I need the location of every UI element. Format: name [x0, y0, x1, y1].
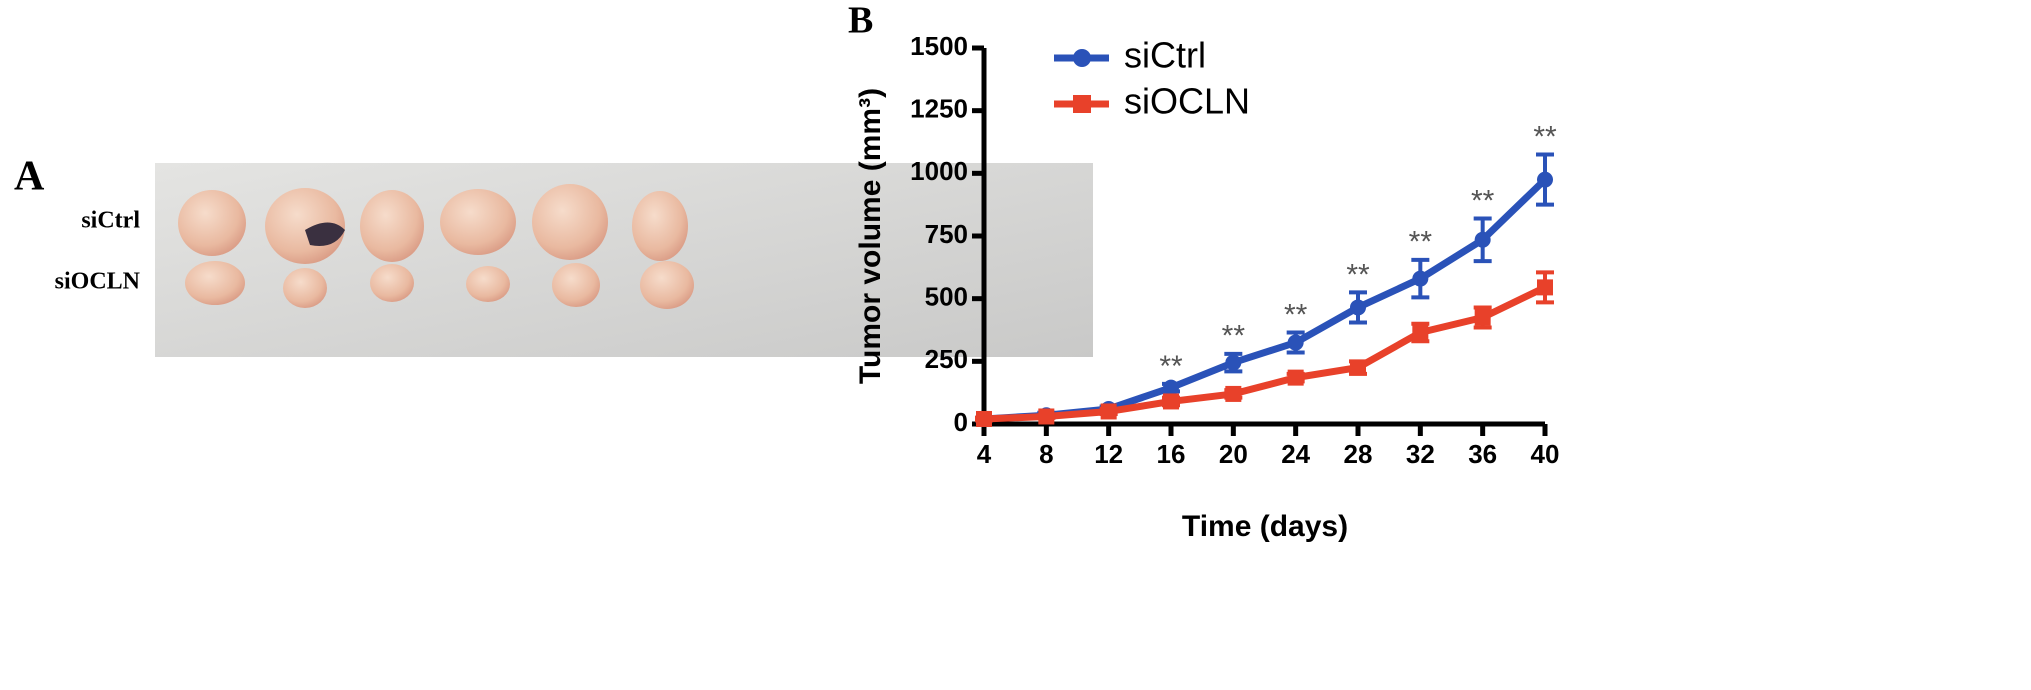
panel-label: A [14, 154, 45, 200]
marker [1100, 403, 1117, 420]
marker [1038, 408, 1055, 425]
y-tick-label: 250 [925, 344, 968, 374]
row-label: siOCLN [55, 269, 141, 295]
marker [1412, 270, 1429, 287]
annotation: ** [1409, 226, 1433, 259]
y-tick-label: 1000 [910, 156, 968, 186]
marker [1350, 359, 1366, 376]
y-axis-title: Tumor volume (mm³) [854, 88, 887, 384]
legend-label: siOCLN [1124, 81, 1250, 122]
annotation: ** [1159, 350, 1183, 383]
row-label: siCtrl [81, 208, 140, 234]
y-tick-label: 500 [925, 282, 968, 312]
marker [1287, 334, 1304, 351]
x-tick-label: 12 [1094, 439, 1123, 469]
x-tick-label: 24 [1281, 439, 1310, 469]
marker [1287, 369, 1304, 386]
annotation: ** [1533, 120, 1557, 153]
x-tick-label: 4 [977, 439, 992, 469]
annotation: ** [1222, 320, 1246, 353]
panel-label: B [848, 0, 873, 42]
series-line [983, 284, 1547, 423]
x-tick-label: 40 [1531, 439, 1560, 469]
marker [1537, 279, 1553, 296]
x-tick-label: 16 [1157, 439, 1186, 469]
marker [1474, 231, 1491, 248]
legend-marker [1073, 95, 1091, 113]
x-tick-label: 20 [1219, 439, 1248, 469]
marker [1163, 393, 1179, 410]
x-axis-title: Time (days) [1182, 510, 1348, 543]
annotation: ** [1471, 184, 1495, 217]
y-tick-label: 0 [954, 407, 968, 437]
x-tick-label: 32 [1406, 439, 1435, 469]
annotation: ** [1346, 258, 1370, 291]
y-tick-label: 1250 [910, 94, 968, 124]
marker [1163, 379, 1179, 396]
y-tick-label: 1500 [910, 31, 968, 61]
annotation: ** [1284, 298, 1308, 331]
x-tick-label: 28 [1344, 439, 1373, 469]
x-tick-label: 36 [1468, 439, 1497, 469]
photo [155, 163, 1093, 357]
marker [976, 410, 992, 427]
legend-label: siCtrl [1124, 35, 1206, 76]
legend-marker [1073, 49, 1091, 67]
marker [1537, 171, 1553, 188]
y-tick-label: 750 [925, 219, 968, 249]
marker [1474, 309, 1491, 326]
x-tick-label: 8 [1039, 439, 1053, 469]
marker [1412, 324, 1429, 341]
marker [1350, 299, 1366, 316]
marker [1225, 385, 1242, 402]
marker [1225, 354, 1242, 371]
